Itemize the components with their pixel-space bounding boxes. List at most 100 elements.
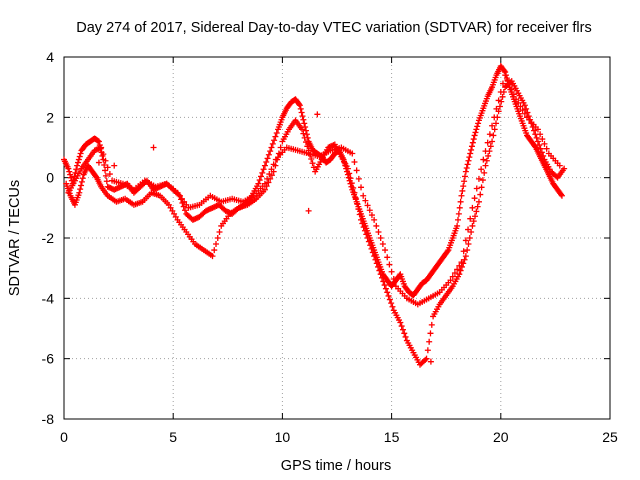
data-point — [181, 198, 188, 205]
x-tick-label: 5 — [169, 429, 177, 445]
data-point — [264, 175, 271, 182]
data-point — [368, 245, 375, 252]
data-point — [367, 242, 374, 249]
data-point — [492, 120, 499, 127]
data-point — [424, 347, 431, 354]
data-point — [76, 153, 83, 160]
data-point — [478, 166, 485, 173]
data-point — [483, 157, 490, 164]
data-point — [384, 254, 391, 261]
data-point — [471, 132, 478, 139]
data-point — [491, 114, 498, 121]
data-point — [462, 237, 469, 244]
data-point — [538, 149, 545, 156]
data-point — [256, 177, 263, 184]
data-point — [364, 202, 371, 209]
data-point — [349, 150, 356, 157]
data-point — [261, 186, 268, 193]
data-point — [531, 143, 538, 150]
data-point — [499, 93, 506, 100]
data-point — [463, 165, 470, 172]
data-point — [363, 231, 370, 238]
data-point — [467, 150, 474, 157]
data-point — [358, 184, 365, 191]
x-tick-label: 0 — [60, 429, 68, 445]
data-point — [361, 227, 368, 234]
data-point — [346, 170, 353, 177]
data-point — [461, 173, 468, 180]
data-point — [467, 215, 474, 222]
data-point — [183, 201, 190, 208]
data-point — [489, 122, 496, 129]
data-point — [385, 292, 392, 299]
data-point — [73, 166, 80, 173]
data-point — [350, 184, 357, 191]
data-point — [372, 256, 379, 263]
data-point — [265, 151, 272, 158]
y-tick-label: -8 — [42, 411, 55, 427]
data-point — [167, 204, 174, 211]
data-point — [508, 86, 515, 93]
data-point — [482, 162, 489, 169]
data-point — [456, 271, 463, 278]
data-point — [444, 248, 451, 255]
data-point — [344, 171, 351, 178]
data-point — [354, 200, 361, 207]
data-point — [519, 107, 526, 114]
data-point — [257, 173, 264, 180]
data-point — [468, 228, 475, 235]
axis-ticks: 0 5 10 15 20 25 -8 -6 -4 -2 0 2 4 — [42, 49, 618, 445]
data-point — [360, 192, 367, 199]
data-point — [102, 172, 109, 179]
data-point — [499, 80, 506, 87]
data-point — [381, 282, 388, 289]
data-point — [355, 206, 362, 213]
data-point — [471, 195, 478, 202]
data-point — [351, 158, 358, 165]
data-point — [351, 189, 358, 196]
data-point — [399, 326, 406, 333]
data-point — [74, 162, 81, 169]
data-point — [502, 72, 509, 79]
data-point — [172, 213, 179, 220]
data-point — [558, 192, 565, 199]
data-point — [79, 175, 86, 182]
data-point — [496, 103, 503, 110]
data-point — [92, 173, 99, 180]
data-point — [475, 120, 482, 127]
data-point — [171, 210, 178, 217]
data-point — [473, 208, 480, 215]
data-point — [347, 175, 354, 182]
data-point — [270, 161, 277, 168]
data-point — [268, 144, 275, 151]
data-point — [456, 204, 463, 211]
data-point — [304, 143, 311, 150]
data-point — [299, 113, 306, 120]
data-point — [457, 267, 464, 274]
y-tick-label: -2 — [42, 230, 55, 246]
data-point — [422, 356, 429, 363]
data-point — [482, 148, 489, 155]
data-point — [272, 133, 279, 140]
data-point — [466, 154, 473, 161]
x-tick-label: 10 — [275, 429, 291, 445]
data-point — [486, 131, 493, 138]
data-point — [558, 191, 565, 198]
data-point — [388, 300, 395, 307]
data-point — [380, 278, 387, 285]
data-point — [364, 235, 371, 241]
data-point — [465, 226, 472, 233]
data-point — [517, 103, 524, 110]
data-point — [75, 156, 82, 163]
data-point — [266, 171, 273, 178]
data-point — [382, 285, 389, 292]
data-point — [216, 228, 223, 235]
data-point — [181, 207, 188, 214]
data-point — [176, 192, 183, 199]
data-point — [358, 216, 365, 223]
y-tick-label: -6 — [42, 351, 55, 367]
data-point — [475, 175, 482, 182]
data-point — [474, 203, 481, 210]
data-point — [534, 126, 541, 133]
data-point — [213, 241, 220, 248]
